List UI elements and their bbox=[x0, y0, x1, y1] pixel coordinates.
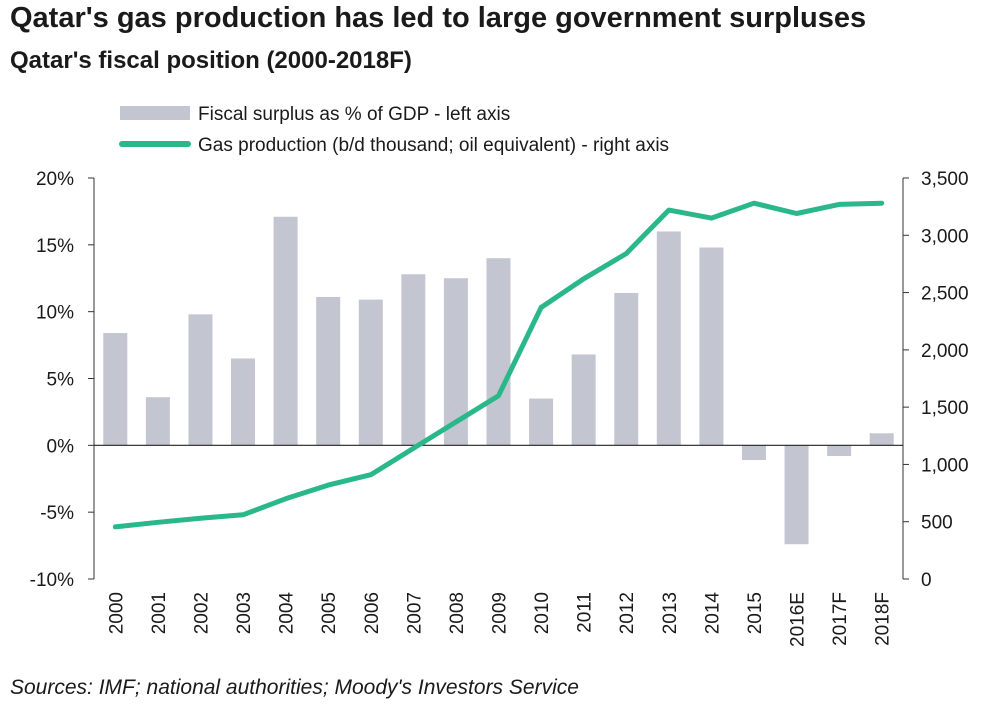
x-tick-label: 2012 bbox=[617, 592, 638, 634]
x-tick-label: 2006 bbox=[362, 592, 383, 634]
x-tick-label: 2018F bbox=[873, 592, 894, 646]
bar bbox=[316, 296, 341, 446]
x-tick-labels: 2000 2001 2002 2003 2004 2005 2006 2007 2008 2009… bbox=[106, 592, 893, 647]
bar bbox=[784, 445, 809, 545]
x-tick-label: 2007 bbox=[404, 592, 425, 634]
bar bbox=[273, 216, 298, 446]
right-axis-tick-label: 2,000 bbox=[921, 341, 969, 362]
chart-title: Qatar's gas production has led to large … bbox=[10, 2, 867, 34]
chart-subtitle: Qatar's fiscal position (2000-2018F) bbox=[10, 47, 412, 74]
x-tick-label: 2017F bbox=[830, 592, 851, 646]
x-tick-label: 2008 bbox=[447, 592, 468, 634]
left-axis-tick-label: -5% bbox=[40, 503, 74, 524]
bar bbox=[103, 333, 128, 446]
bar bbox=[486, 258, 511, 446]
right-axis-tick-label: 3,000 bbox=[921, 226, 969, 247]
x-tick-label: 2005 bbox=[319, 592, 340, 634]
legend: Fiscal surplus as % of GDP - left axis Ga… bbox=[119, 104, 669, 156]
bar bbox=[145, 397, 170, 446]
gas-production-line bbox=[112, 200, 885, 530]
source-note: Sources: IMF; national authorities; Mood… bbox=[10, 676, 579, 699]
axes: -10% -5% 0% 5% 10% 15% 20% 0 500 1,000 1,500 2,000 2… bbox=[30, 169, 969, 591]
left-axis-tick-label: 15% bbox=[36, 236, 74, 257]
x-tick-label: 2001 bbox=[149, 592, 170, 634]
bar-series bbox=[103, 216, 894, 545]
x-tick-label: 2003 bbox=[234, 592, 255, 634]
x-tick-label: 2002 bbox=[191, 592, 212, 634]
left-axis-tick-label: 10% bbox=[36, 303, 74, 324]
legend-line-label: Gas production (b/d thousand; oil equiva… bbox=[198, 135, 669, 156]
left-axis-tick-label: 5% bbox=[47, 370, 75, 391]
right-axis-tick-label: 1,000 bbox=[921, 455, 969, 476]
bar bbox=[231, 358, 256, 446]
bar bbox=[401, 274, 426, 446]
bar bbox=[188, 314, 213, 446]
left-axis-tick-label: -10% bbox=[30, 570, 74, 591]
left-axis-tick-label: 0% bbox=[47, 436, 75, 457]
x-tick-label: 2004 bbox=[277, 592, 298, 635]
bar bbox=[827, 445, 852, 457]
right-axis-tick-label: 1,500 bbox=[921, 398, 969, 419]
bar bbox=[571, 354, 596, 446]
bar bbox=[529, 398, 554, 446]
x-tick-label: 2011 bbox=[575, 592, 596, 633]
right-axis-tick-label: 0 bbox=[921, 570, 932, 591]
bar bbox=[699, 247, 724, 446]
right-axis-tick-label: 3,500 bbox=[921, 169, 969, 190]
legend-bar-swatch bbox=[120, 106, 190, 120]
right-axis-tick-label: 500 bbox=[921, 513, 953, 534]
line-series bbox=[112, 200, 885, 530]
left-axis-tick-label: 20% bbox=[36, 169, 74, 190]
bar bbox=[741, 445, 766, 461]
x-tick-label: 2015 bbox=[745, 592, 766, 634]
bar bbox=[614, 292, 639, 446]
bar bbox=[869, 433, 894, 446]
x-tick-label: 2016E bbox=[788, 592, 809, 647]
x-tick-label: 2009 bbox=[490, 592, 511, 634]
legend-bar-label: Fiscal surplus as % of GDP - left axis bbox=[198, 104, 510, 125]
x-tick-label: 2014 bbox=[702, 592, 723, 635]
right-axis-tick-label: 2,500 bbox=[921, 284, 969, 305]
x-tick-label: 2010 bbox=[532, 592, 553, 634]
bar bbox=[358, 299, 383, 446]
x-tick-label: 2013 bbox=[660, 592, 681, 634]
x-tick-label: 2000 bbox=[106, 592, 127, 634]
bar bbox=[656, 231, 681, 446]
